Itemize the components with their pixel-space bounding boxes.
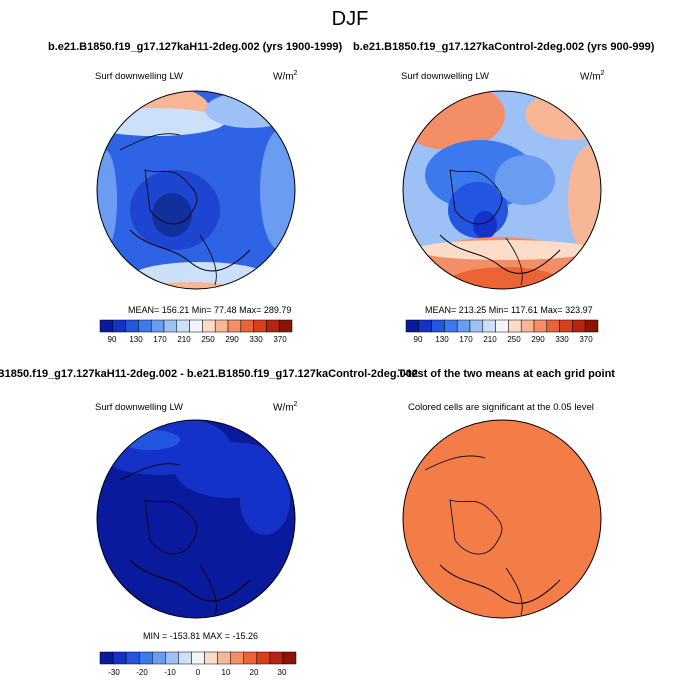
colorbar-tick-label: 90 — [107, 335, 117, 344]
colorbar-3-labels: -30 -20 -10 0 10 20 30 — [100, 668, 296, 678]
colorbar-2 — [405, 319, 599, 333]
panel-3-units: W/m2 — [273, 401, 298, 414]
colorbar-swatch — [444, 319, 458, 333]
colorbar-swatch — [112, 319, 126, 333]
colorbar-swatch — [214, 319, 229, 333]
panel-1-stats: MEAN= 156.21 Min= 77.48 Max= 289.79 — [128, 305, 292, 315]
colorbar-tick-label: 250 — [507, 335, 521, 344]
colorbar-1-labels: 90 130 170 210 250 290 330 370 — [100, 335, 292, 345]
panel-2-units: W/m2 — [580, 70, 605, 83]
colorbar-swatch — [165, 651, 179, 665]
panel-2-map — [403, 91, 601, 289]
colorbar-3 — [99, 651, 297, 665]
colorbar-swatch — [559, 319, 573, 333]
colorbar-swatch — [418, 319, 432, 333]
colorbar-tick-label: 90 — [413, 335, 423, 344]
panel-1-map — [97, 91, 295, 289]
colorbar-swatch — [469, 319, 484, 333]
colorbar-swatch — [138, 651, 153, 665]
colorbar-tick-label: 10 — [221, 668, 231, 677]
colorbar-swatch — [138, 319, 152, 333]
colorbar-tick-label: -30 — [108, 668, 120, 677]
panel-2-stats: MEAN= 213.25 Min= 117.61 Max= 323.97 — [425, 305, 593, 315]
colorbar-swatch — [243, 651, 258, 665]
panel-1-variable-label: Surf downwelling LW — [95, 71, 184, 82]
colorbar-swatch — [282, 651, 297, 665]
colorbar-tick-label: 370 — [579, 335, 593, 344]
colorbar-swatch — [572, 319, 586, 333]
panel-3-map — [97, 420, 295, 618]
colorbar-swatch — [482, 319, 496, 333]
colorbar-swatch — [150, 319, 165, 333]
colorbar-swatch — [431, 319, 445, 333]
colorbar-swatch — [125, 319, 139, 333]
colorbar-swatch — [152, 651, 166, 665]
panel-3-stats: MIN = -153.81 MAX = -15.26 — [143, 631, 259, 641]
colorbar-swatch — [253, 319, 267, 333]
colorbar-swatch — [495, 319, 509, 333]
colorbar-tick-label: 330 — [555, 335, 569, 344]
colorbar-tick-label: -10 — [164, 668, 176, 677]
colorbar-swatch — [163, 319, 178, 333]
panel-3-title: B1850.f19_g17.127kaH11-2deg.002 - b.e21.… — [0, 368, 418, 380]
colorbar-tick-label: 130 — [129, 335, 143, 344]
colorbar-tick-label: 0 — [195, 668, 201, 677]
colorbar-swatch — [269, 651, 284, 665]
colorbar-swatch — [533, 319, 548, 333]
colorbar-swatch — [99, 319, 114, 333]
colorbar-swatch — [189, 319, 203, 333]
colorbar-swatch — [125, 651, 140, 665]
colorbar-swatch — [204, 651, 218, 665]
colorbar-tick-label: 250 — [201, 335, 215, 344]
colorbar-tick-label: 20 — [249, 668, 259, 677]
panel-1-title: b.e21.B1850.f19_g17.127kaH11-2deg.002 (y… — [48, 41, 343, 53]
colorbar-tick-label: 370 — [273, 335, 287, 344]
colorbar-1 — [99, 319, 293, 333]
colorbar-swatch — [278, 319, 293, 333]
panel-2-title: b.e21.B1850.f19_g17.127kaControl-2deg.00… — [353, 41, 655, 53]
colorbar-swatch — [456, 319, 471, 333]
colorbar-swatch — [240, 319, 254, 333]
colorbar-swatch — [230, 651, 244, 665]
colorbar-tick-label: 210 — [177, 335, 191, 344]
colorbar-swatch — [217, 651, 231, 665]
colorbar-swatch — [508, 319, 522, 333]
colorbar-tick-label: 290 — [531, 335, 545, 344]
panel-3-variable-label: Surf downwelling LW — [95, 402, 184, 413]
colorbar-tick-label: 170 — [459, 335, 473, 344]
colorbar-swatch — [178, 651, 192, 665]
colorbar-swatch — [266, 319, 280, 333]
colorbar-swatch — [176, 319, 190, 333]
colorbar-2-labels: 90 130 170 210 250 290 330 370 — [406, 335, 598, 345]
colorbar-swatch — [202, 319, 216, 333]
colorbar-tick-label: -20 — [136, 668, 148, 677]
colorbar-swatch — [227, 319, 242, 333]
colorbar-tick-label: 130 — [435, 335, 449, 344]
colorbar-swatch — [546, 319, 560, 333]
panel-4-map — [403, 420, 601, 618]
colorbar-swatch — [584, 319, 599, 333]
panel-4-title: T-test of the two means at each grid poi… — [398, 368, 615, 380]
panel-2-variable-label: Surf downwelling LW — [401, 71, 490, 82]
colorbar-swatch — [405, 319, 420, 333]
colorbar-swatch — [520, 319, 535, 333]
panel-4-significance-label: Colored cells are significant at the 0.0… — [408, 402, 594, 413]
colorbar-tick-label: 30 — [277, 668, 287, 677]
colorbar-swatch — [256, 651, 271, 665]
colorbar-tick-label: 330 — [249, 335, 263, 344]
figure-title: DJF — [331, 8, 369, 30]
colorbar-tick-label: 290 — [225, 335, 239, 344]
panel-1-units: W/m2 — [273, 70, 298, 83]
colorbar-tick-label: 210 — [483, 335, 497, 344]
colorbar-swatch — [99, 651, 114, 665]
colorbar-swatch — [112, 651, 127, 665]
colorbar-swatch — [191, 651, 205, 665]
colorbar-tick-label: 170 — [153, 335, 167, 344]
